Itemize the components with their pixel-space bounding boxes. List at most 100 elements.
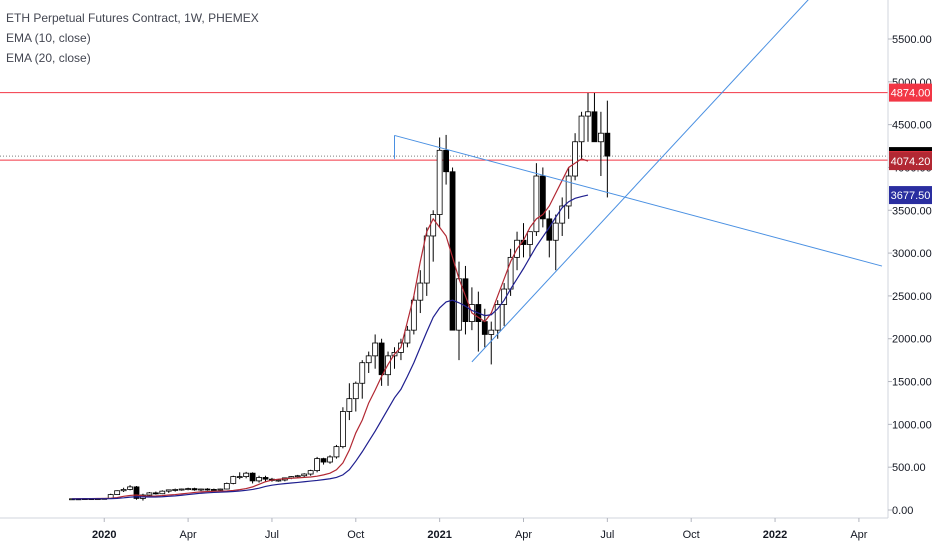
candle-body	[494, 304, 501, 331]
candle-body	[114, 490, 121, 495]
x-tick-label: Jul	[265, 529, 279, 541]
candle-body	[378, 342, 385, 376]
candle-body	[372, 342, 379, 357]
candle-body	[327, 456, 333, 463]
candle-body	[533, 175, 540, 233]
candle-body	[320, 458, 327, 463]
candle-body	[591, 111, 598, 143]
x-tick-label: Apr	[515, 529, 532, 541]
candle-body	[256, 477, 262, 482]
candle-body	[314, 458, 321, 472]
y-tick-label: 3500.00	[892, 205, 932, 217]
candle-body	[417, 282, 424, 301]
candle-body	[178, 488, 185, 491]
candle-body	[249, 472, 256, 482]
legend-ema10: EMA (10, close)	[6, 31, 91, 45]
candle-body	[352, 382, 359, 400]
candle-body	[172, 489, 179, 491]
candle-body	[456, 278, 462, 331]
candle-body	[481, 321, 488, 335]
trendline	[471, 0, 809, 363]
candle-body	[404, 329, 411, 344]
candle-body	[120, 489, 127, 492]
candle-body	[333, 446, 340, 458]
candle-body	[539, 175, 546, 220]
candle-body	[410, 299, 417, 331]
candle-body	[236, 476, 243, 479]
ema20-line	[72, 194, 589, 500]
trendline	[394, 134, 883, 267]
candle-body	[346, 398, 353, 412]
price-label-text: 3677.50	[891, 190, 931, 202]
x-tick-label: 2021	[427, 529, 451, 541]
price-label-bg	[889, 152, 932, 171]
candle-body	[301, 473, 308, 477]
candle-body	[191, 488, 198, 491]
candle-body	[462, 278, 469, 323]
candle-body	[230, 476, 237, 484]
candle-body	[133, 486, 140, 499]
price-label-bg	[889, 83, 932, 102]
y-tick-label: 5500.00	[892, 34, 932, 46]
candle-body	[185, 488, 192, 490]
candle-body	[307, 470, 314, 475]
candle-body	[152, 492, 159, 495]
candle-body	[165, 489, 172, 492]
candle-body	[262, 477, 269, 480]
x-tick-label: 2022	[763, 529, 787, 541]
candle-body	[488, 329, 495, 335]
y-tick-label: 0.00	[892, 505, 913, 517]
candle-body	[146, 492, 153, 496]
chart-title: ETH Perpetual Futures Contract, 1W, PHEM…	[6, 11, 259, 25]
x-tick-label: Jul	[600, 529, 614, 541]
candle-body	[598, 132, 604, 143]
x-tick-label: Oct	[683, 529, 700, 541]
candle-body	[527, 231, 533, 245]
y-tick-label: 1500.00	[892, 377, 932, 389]
candle-body	[275, 479, 282, 482]
candle-body	[423, 235, 430, 284]
y-tick-label: 1000.00	[892, 419, 932, 431]
candle-body	[430, 214, 437, 237]
y-tick-label: 3000.00	[892, 248, 932, 260]
y-tick-label: 500.00	[892, 462, 926, 474]
candle-body	[546, 218, 553, 241]
x-tick-label: Apr	[850, 529, 867, 541]
candle-body	[198, 488, 204, 491]
price-label-bg	[889, 186, 932, 205]
candle-body	[578, 115, 585, 143]
candle-body	[604, 132, 611, 157]
price-label-text: 4874.00	[891, 88, 931, 100]
ema10-line	[71, 158, 589, 500]
y-tick-label: 4500.00	[892, 120, 932, 132]
x-tick-label: Oct	[347, 529, 364, 541]
candle-body	[210, 489, 217, 491]
trendlines[interactable]	[394, 0, 883, 363]
chart-legend: ETH Perpetual Futures Contract, 1W, PHEM…	[6, 8, 259, 68]
candle-body	[585, 111, 591, 117]
ema-lines	[71, 158, 589, 500]
price-label-text: 4074.20	[891, 156, 931, 168]
candle-body	[436, 149, 443, 215]
y-tick-label: 2000.00	[892, 334, 932, 346]
candle-body	[565, 175, 572, 207]
x-tick-label: 2020	[92, 529, 116, 541]
candle-body	[443, 149, 450, 173]
candles	[69, 92, 611, 501]
candle-body	[204, 488, 211, 491]
candle-body	[223, 483, 230, 490]
candle-body	[294, 475, 301, 478]
candle-body	[572, 141, 578, 177]
candle-body	[159, 490, 166, 495]
candle-body	[552, 222, 559, 241]
y-tick-label: 2500.00	[892, 291, 932, 303]
candle-body	[359, 362, 366, 384]
candle-body	[127, 486, 133, 490]
legend-ema20: EMA (20, close)	[6, 51, 91, 65]
candle-body	[365, 355, 372, 364]
candle-body	[243, 472, 250, 478]
candle-body	[559, 205, 566, 224]
